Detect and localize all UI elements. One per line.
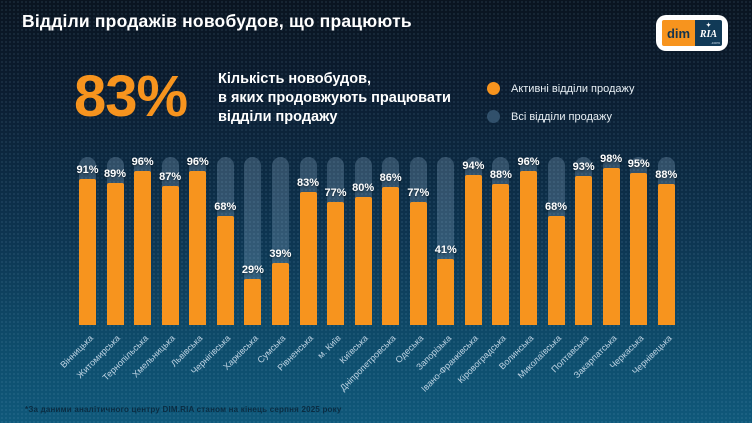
bar-value-label: 98% xyxy=(600,153,623,165)
dimria-logo: dim ✦ RIA .com xyxy=(656,15,728,51)
legend-dot-active-icon xyxy=(487,82,500,95)
bar-fill-active-departments xyxy=(106,183,124,325)
ria-star-icon: ✦ xyxy=(705,23,712,29)
bar-value-label: 95% xyxy=(627,158,650,170)
bar-value-label: 93% xyxy=(572,161,595,173)
bar-column: 41% Запорізька xyxy=(414,157,459,372)
bar-fill-active-departments xyxy=(657,184,675,325)
bar-fill-active-departments xyxy=(354,197,372,325)
stat-description-line: в яких продовжують працювати xyxy=(218,90,451,106)
bar-column: 91% Вінницька xyxy=(58,157,101,370)
bar-column: 87% Хмельницька xyxy=(131,157,184,380)
bar-fill-active-departments xyxy=(189,171,207,325)
legend-item-all: Всі відділи продажу xyxy=(487,110,635,123)
legend-item-active: Активні відділи продажу xyxy=(487,82,635,95)
bar-fill-active-departments xyxy=(437,259,455,325)
bar-column: 88% Кіровоградська xyxy=(456,157,514,385)
stat-description: Кількість новобудов, в яких продовжують … xyxy=(218,70,451,127)
bar-column: 68% Чернігівська xyxy=(189,157,239,376)
bar-fill-active-departments xyxy=(575,176,593,325)
bar-value-label: 68% xyxy=(545,201,568,213)
bar-fill-active-departments xyxy=(382,187,400,325)
bar-value-label: 86% xyxy=(379,172,402,184)
ria-com-text: .com xyxy=(710,40,720,45)
bar-value-label: 29% xyxy=(241,264,264,276)
stat-description-line: Кількість новобудов, xyxy=(218,71,372,87)
ria-logo-text: RIA xyxy=(699,29,718,40)
bar-value-label: 41% xyxy=(434,244,457,256)
bar-fill-active-departments xyxy=(79,179,96,325)
bar-value-label: 77% xyxy=(324,187,347,199)
bar-column: 68% Миколаївська xyxy=(516,157,570,380)
bar-column: 98% Закарпатська xyxy=(571,153,625,380)
bar-value-label: 91% xyxy=(76,164,99,176)
bar-value-label: 88% xyxy=(489,169,512,181)
bar-column: 96% Волинська xyxy=(497,156,542,371)
legend-dot-all-icon xyxy=(487,110,500,123)
bar-value-label: 68% xyxy=(214,201,237,213)
dim-logo-text: dim xyxy=(662,20,695,46)
bar-value-label: 96% xyxy=(186,156,209,168)
headline-stat: 83% xyxy=(74,64,188,129)
bar-column: 89% Житомирська xyxy=(75,157,129,380)
bar-column: 77% Одеська xyxy=(393,157,432,365)
bar-fill-active-departments xyxy=(492,184,510,325)
bar-fill-active-departments xyxy=(327,202,345,325)
bar-column: 86% Дніпропетровська xyxy=(338,157,404,393)
bar-value-label: 83% xyxy=(296,177,320,189)
chart-legend: Активні відділи продажу Всі відділи прод… xyxy=(487,82,635,138)
bar-fill-active-departments xyxy=(299,192,317,325)
bar-fill-active-departments xyxy=(161,186,179,325)
bar-value-label: 88% xyxy=(655,169,678,181)
bar-fill-active-departments xyxy=(547,216,565,325)
bar-column: 96% Львівська xyxy=(169,156,211,369)
bar-value-label: 89% xyxy=(104,168,127,180)
bar-column: 93% Полтавська xyxy=(549,157,597,374)
bar-fill-active-departments xyxy=(216,216,234,325)
stat-description-line: відділи продажу xyxy=(218,109,338,125)
bar-fill-active-departments xyxy=(464,175,482,325)
bar-fill-active-departments xyxy=(271,263,289,325)
bar-value-label: 77% xyxy=(407,187,430,199)
bar-value-label: 80% xyxy=(352,182,375,194)
legend-label-all: Всі відділи продажу xyxy=(511,110,612,123)
page-title: Відділи продажів новобудов, що працюють xyxy=(22,11,412,31)
bar-value-label: 87% xyxy=(159,171,182,183)
bar-value-label: 96% xyxy=(517,156,540,168)
legend-label-active: Активні відділи продажу xyxy=(511,82,635,95)
bar-value-label: 39% xyxy=(269,248,292,260)
bar-column: 77% м. Київ xyxy=(315,157,349,360)
bar-fill-active-departments xyxy=(134,171,152,325)
bar-column: 88% Чернівецька xyxy=(630,157,680,377)
bar-fill-active-departments xyxy=(630,173,648,325)
bar-column: 29% Харківська xyxy=(221,157,266,372)
bar-column: 94% Івано-Франківська xyxy=(420,157,487,394)
bar-value-label: 94% xyxy=(462,160,485,172)
ria-logo-block: ✦ RIA .com xyxy=(695,20,722,46)
bar-value-label: 96% xyxy=(131,156,154,168)
bar-column: 80% Київська xyxy=(338,157,377,365)
bar-fill-active-departments xyxy=(409,202,427,325)
bar-fill-active-departments xyxy=(244,279,262,325)
bar-fill-active-departments xyxy=(602,168,620,325)
bar-chart: 91% Вінницька 89% Житомирська 96% Тернопільсь… xyxy=(58,153,680,394)
footnote: *За даними аналітичного центру DIM.RIA с… xyxy=(25,405,342,414)
bar-column: 95% Черкаська xyxy=(608,157,652,371)
bar-column: 39% Сумська xyxy=(255,157,294,365)
bar-fill-active-departments xyxy=(520,171,537,325)
bar-column: 83% Рівненська xyxy=(275,157,322,373)
bar-column: 96% Тернопільська xyxy=(100,156,156,383)
